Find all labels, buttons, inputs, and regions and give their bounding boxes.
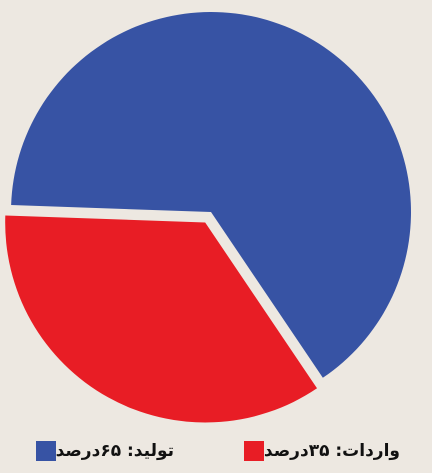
pie-slice-imports [5,215,318,423]
legend-label-imports: واردات: ۳۵درصد [263,441,400,461]
legend-label-production: تولید: ۶۵درصد [55,441,174,461]
legend-swatch-imports [243,441,264,461]
legend-swatch-production [35,441,56,461]
pie-chart [5,12,412,423]
legend-item-production: تولید: ۶۵درصد [28,438,174,464]
chart-legend: واردات: ۳۵درصد تولید: ۶۵درصد [0,438,432,468]
legend-item-imports: واردات: ۳۵درصد [236,438,400,464]
pie-slice-production [11,12,412,378]
